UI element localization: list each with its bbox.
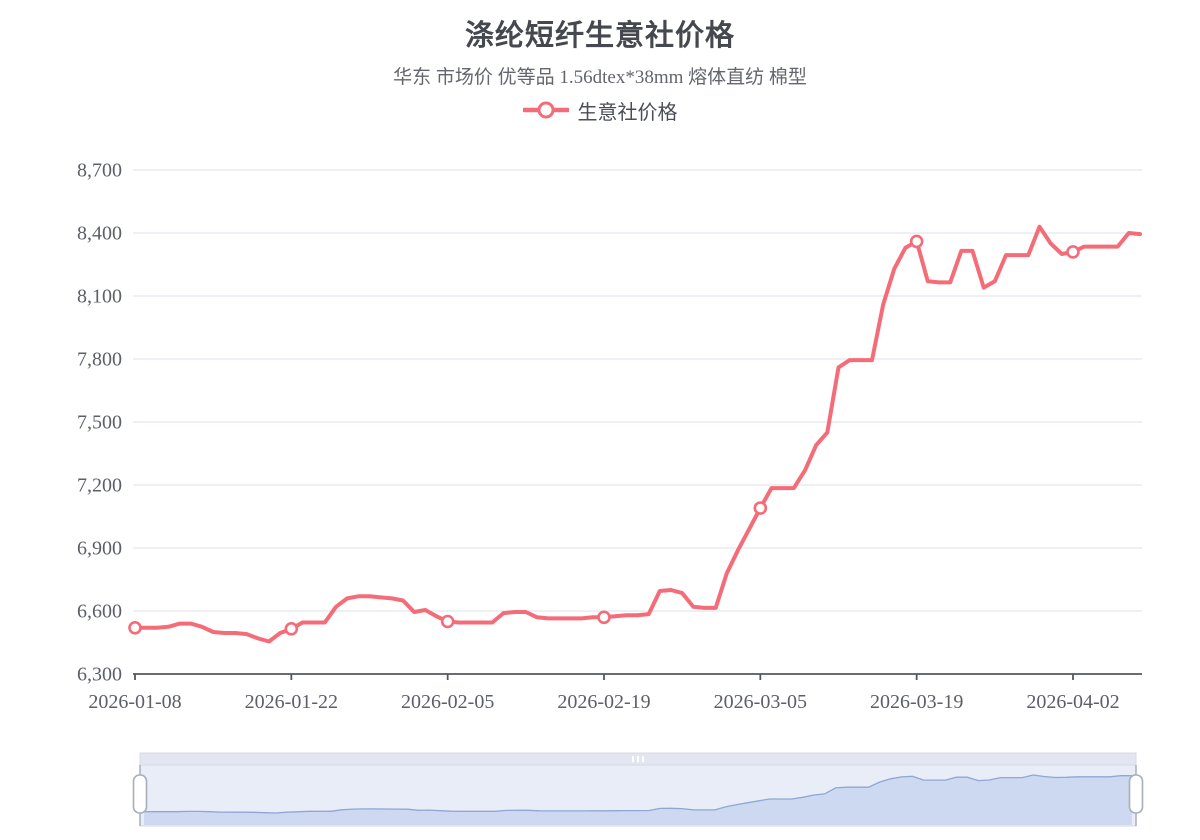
y-axis-label: 6,300 bbox=[77, 664, 122, 686]
y-axis-label: 7,800 bbox=[77, 349, 122, 371]
y-axis-label: 6,900 bbox=[77, 538, 122, 560]
x-axis-label: 2026-02-05 bbox=[401, 691, 494, 713]
y-axis-label: 8,700 bbox=[77, 160, 122, 182]
datazoom-right-handle[interactable] bbox=[1128, 774, 1144, 814]
legend-label: 生意社价格 bbox=[577, 101, 678, 124]
x-axis-label: 2026-02-19 bbox=[557, 691, 650, 713]
y-axis-label: 6,600 bbox=[77, 601, 122, 623]
data-point-marker[interactable] bbox=[440, 614, 455, 629]
y-axis-label: 7,500 bbox=[77, 412, 122, 434]
x-axis-label: 2026-01-22 bbox=[245, 691, 338, 713]
data-point-marker[interactable] bbox=[1066, 245, 1080, 259]
datazoom-preview-line bbox=[144, 774, 1133, 814]
legend-item-price[interactable]: 生意社价格 bbox=[522, 96, 678, 125]
y-axis-label: 7,200 bbox=[77, 475, 122, 497]
data-point-marker[interactable] bbox=[597, 610, 611, 625]
legend-row: 生意社价格 bbox=[0, 96, 1200, 124]
page-title: 涤纶短纤生意社价格 bbox=[464, 20, 735, 52]
y-axis-label: 8,100 bbox=[77, 286, 122, 308]
chart-subtitle: 华东 市场价 优等品 1.56dtex*38mm 熔体直纺 棉型 bbox=[393, 67, 807, 88]
line-circle-legend-icon bbox=[522, 101, 569, 119]
data-point-marker[interactable] bbox=[284, 622, 299, 636]
x-axis-label: 2026-03-05 bbox=[714, 691, 807, 713]
data-point-marker[interactable] bbox=[753, 501, 768, 515]
x-axis-label: 2026-03-19 bbox=[870, 691, 963, 713]
datazoom-left-handle[interactable] bbox=[132, 774, 148, 814]
datazoom-preview-area bbox=[144, 775, 1132, 825]
datazoom-grip-icon[interactable] bbox=[642, 756, 644, 763]
x-axis-label: 2026-01-08 bbox=[88, 691, 181, 713]
x-axis-label: 2026-04-02 bbox=[1026, 691, 1119, 713]
datazoom-grip-icon[interactable] bbox=[632, 756, 634, 763]
y-axis-label: 8,400 bbox=[77, 223, 122, 245]
datazoom-grip-icon[interactable] bbox=[637, 756, 639, 763]
data-point-marker[interactable] bbox=[909, 234, 924, 249]
data-point-marker[interactable] bbox=[128, 620, 142, 635]
series-line bbox=[133, 224, 1142, 644]
